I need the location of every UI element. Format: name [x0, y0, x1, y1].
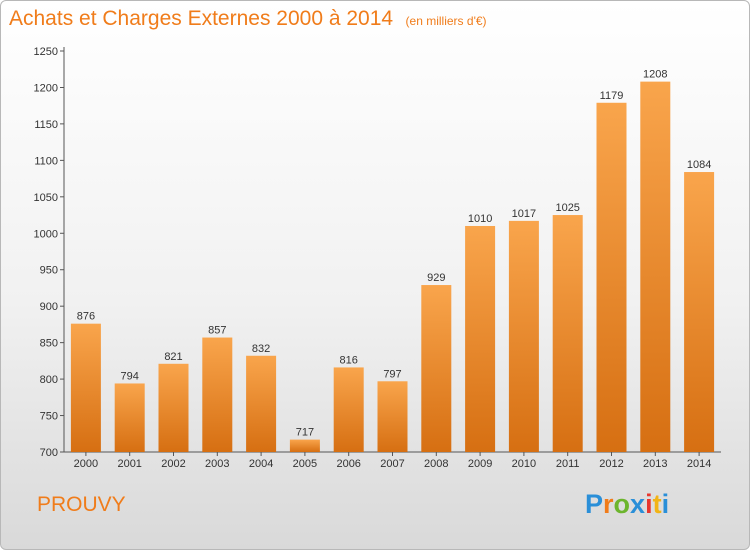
- data-label: 1017: [512, 208, 536, 220]
- data-label: 929: [427, 272, 445, 284]
- data-label: 1084: [687, 159, 711, 171]
- x-tick-label: 2010: [512, 458, 536, 470]
- bar: [202, 337, 233, 452]
- bar: [158, 363, 189, 452]
- logo-letter: x: [630, 489, 646, 519]
- y-tick-label: 700: [40, 447, 58, 459]
- data-label: 1179: [600, 90, 624, 102]
- y-tick-label: 800: [40, 374, 58, 386]
- x-tick-label: 2008: [424, 458, 448, 470]
- data-label: 876: [77, 311, 95, 323]
- data-label: 832: [252, 343, 270, 355]
- y-tick-label: 1150: [34, 119, 58, 131]
- commune-name: PROUVY: [37, 493, 126, 516]
- bar: [508, 220, 539, 452]
- bar: [552, 215, 583, 452]
- x-tick-label: 2014: [687, 458, 711, 470]
- bar: [421, 285, 452, 452]
- y-tick-label: 900: [40, 301, 58, 313]
- bar: [465, 225, 496, 452]
- logo-letter: P: [585, 489, 604, 519]
- data-label: 797: [383, 368, 401, 380]
- bar: [640, 81, 671, 452]
- data-label: 821: [164, 351, 182, 363]
- x-tick-label: 2011: [556, 458, 580, 470]
- title-row: Achats et Charges Externes 2000 à 2014 (…: [9, 7, 487, 31]
- data-label: 1010: [468, 213, 492, 225]
- y-tick-label: 1200: [34, 82, 58, 94]
- logo-letter: i: [661, 489, 670, 519]
- y-tick-label: 1250: [34, 46, 58, 58]
- x-tick-label: 2009: [468, 458, 492, 470]
- bar: [684, 172, 715, 452]
- y-tick-label: 950: [40, 265, 58, 277]
- y-tick-label: 750: [40, 411, 58, 423]
- bar: [377, 381, 408, 452]
- bar: [289, 439, 320, 452]
- logo-letter: t: [652, 489, 662, 519]
- proxiti-logo[interactable]: Proxiti: [585, 489, 669, 520]
- data-label: 857: [208, 325, 226, 337]
- x-tick-label: 2013: [643, 458, 667, 470]
- logo-letter: r: [603, 489, 614, 519]
- x-tick-label: 2005: [293, 458, 317, 470]
- x-tick-label: 2006: [336, 458, 360, 470]
- bar: [246, 355, 277, 452]
- x-tick-label: 2012: [599, 458, 623, 470]
- x-tick-label: 2004: [249, 458, 273, 470]
- data-label: 816: [340, 354, 358, 366]
- x-tick-label: 2003: [205, 458, 229, 470]
- chart-title: Achats et Charges Externes 2000 à 2014: [9, 7, 394, 30]
- data-label: 717: [296, 427, 314, 439]
- x-tick-label: 2002: [161, 458, 185, 470]
- bar: [114, 383, 145, 452]
- bar: [596, 102, 627, 453]
- y-tick-label: 1050: [34, 192, 58, 204]
- data-label: 794: [121, 370, 139, 382]
- bar: [333, 367, 364, 452]
- bars: [70, 81, 715, 453]
- logo-letter: i: [645, 489, 653, 519]
- y-tick-label: 1000: [34, 228, 58, 240]
- chart-unit: (en milliers d'€): [405, 14, 487, 28]
- data-label: 1025: [555, 202, 579, 214]
- data-label: 1208: [643, 69, 667, 81]
- bar: [70, 323, 101, 452]
- labels: 2000 876 2001 794 2002 821 2003 857 2004 832 2005 7…: [74, 69, 712, 470]
- x-tick-label: 2000: [74, 458, 98, 470]
- y-tick-label: 1100: [34, 155, 58, 167]
- x-tick-label: 2001: [117, 458, 141, 470]
- y-tick-label: 850: [40, 338, 58, 350]
- logo-letter: o: [613, 489, 631, 519]
- x-tick-label: 2007: [380, 458, 404, 470]
